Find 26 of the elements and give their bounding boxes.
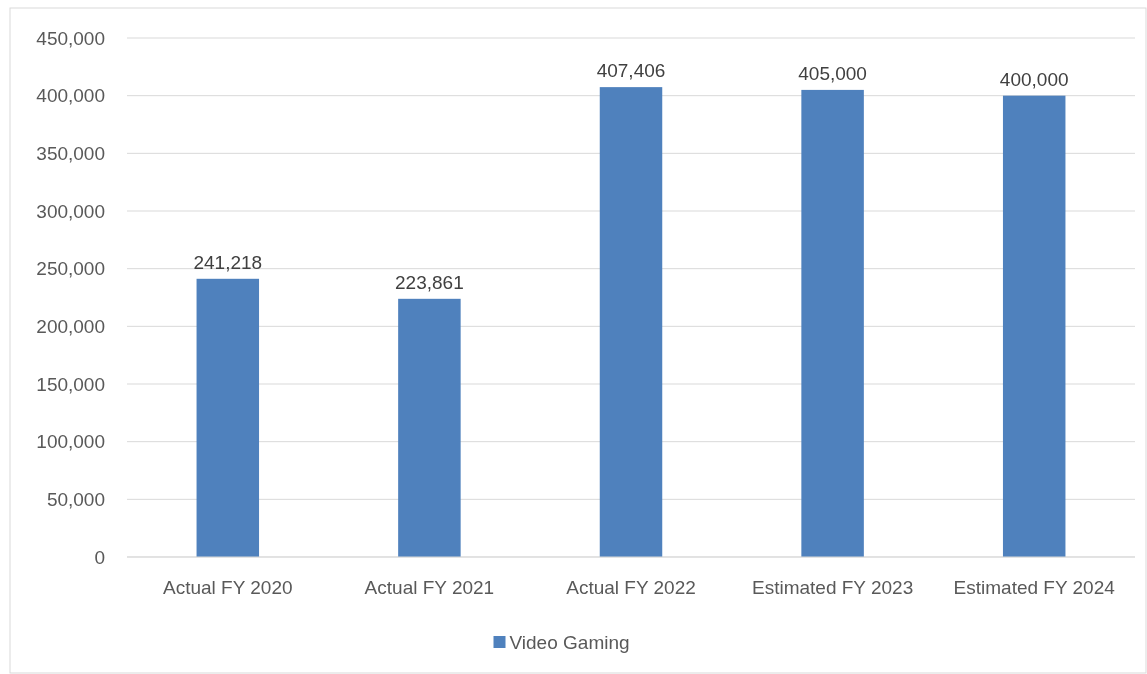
bar bbox=[1002, 95, 1066, 557]
x-tick-label: Actual FY 2022 bbox=[566, 577, 696, 598]
y-tick-label: 300,000 bbox=[36, 200, 105, 222]
legend-label: Video Gaming bbox=[509, 631, 630, 653]
data-label: 241,218 bbox=[193, 251, 263, 273]
bar bbox=[196, 278, 260, 557]
y-tick-label: 400,000 bbox=[36, 85, 105, 107]
y-tick-label: 50,000 bbox=[46, 488, 105, 510]
bar bbox=[398, 298, 461, 557]
data-label: 407,406 bbox=[596, 60, 666, 82]
y-tick-label: 250,000 bbox=[36, 258, 105, 280]
y-tick-label: 350,000 bbox=[36, 142, 105, 164]
x-tick-label: Actual FY 2021 bbox=[364, 577, 495, 598]
y-tick-label: 200,000 bbox=[36, 315, 105, 337]
x-tick-label: Actual FY 2020 bbox=[163, 577, 293, 598]
data-label: 223,861 bbox=[395, 271, 464, 293]
data-label: 400,000 bbox=[999, 68, 1069, 90]
x-tick-label: Estimated FY 2024 bbox=[953, 577, 1116, 598]
y-tick-label: 150,000 bbox=[36, 373, 105, 395]
data-label: 405,000 bbox=[798, 62, 867, 84]
x-tick-label: Estimated FY 2023 bbox=[751, 577, 914, 598]
y-tick-label: 100,000 bbox=[36, 431, 105, 453]
y-tick-label: 0 bbox=[94, 546, 105, 568]
y-tick-label: 450,000 bbox=[36, 27, 105, 49]
bar bbox=[801, 89, 864, 557]
bar bbox=[599, 87, 663, 557]
